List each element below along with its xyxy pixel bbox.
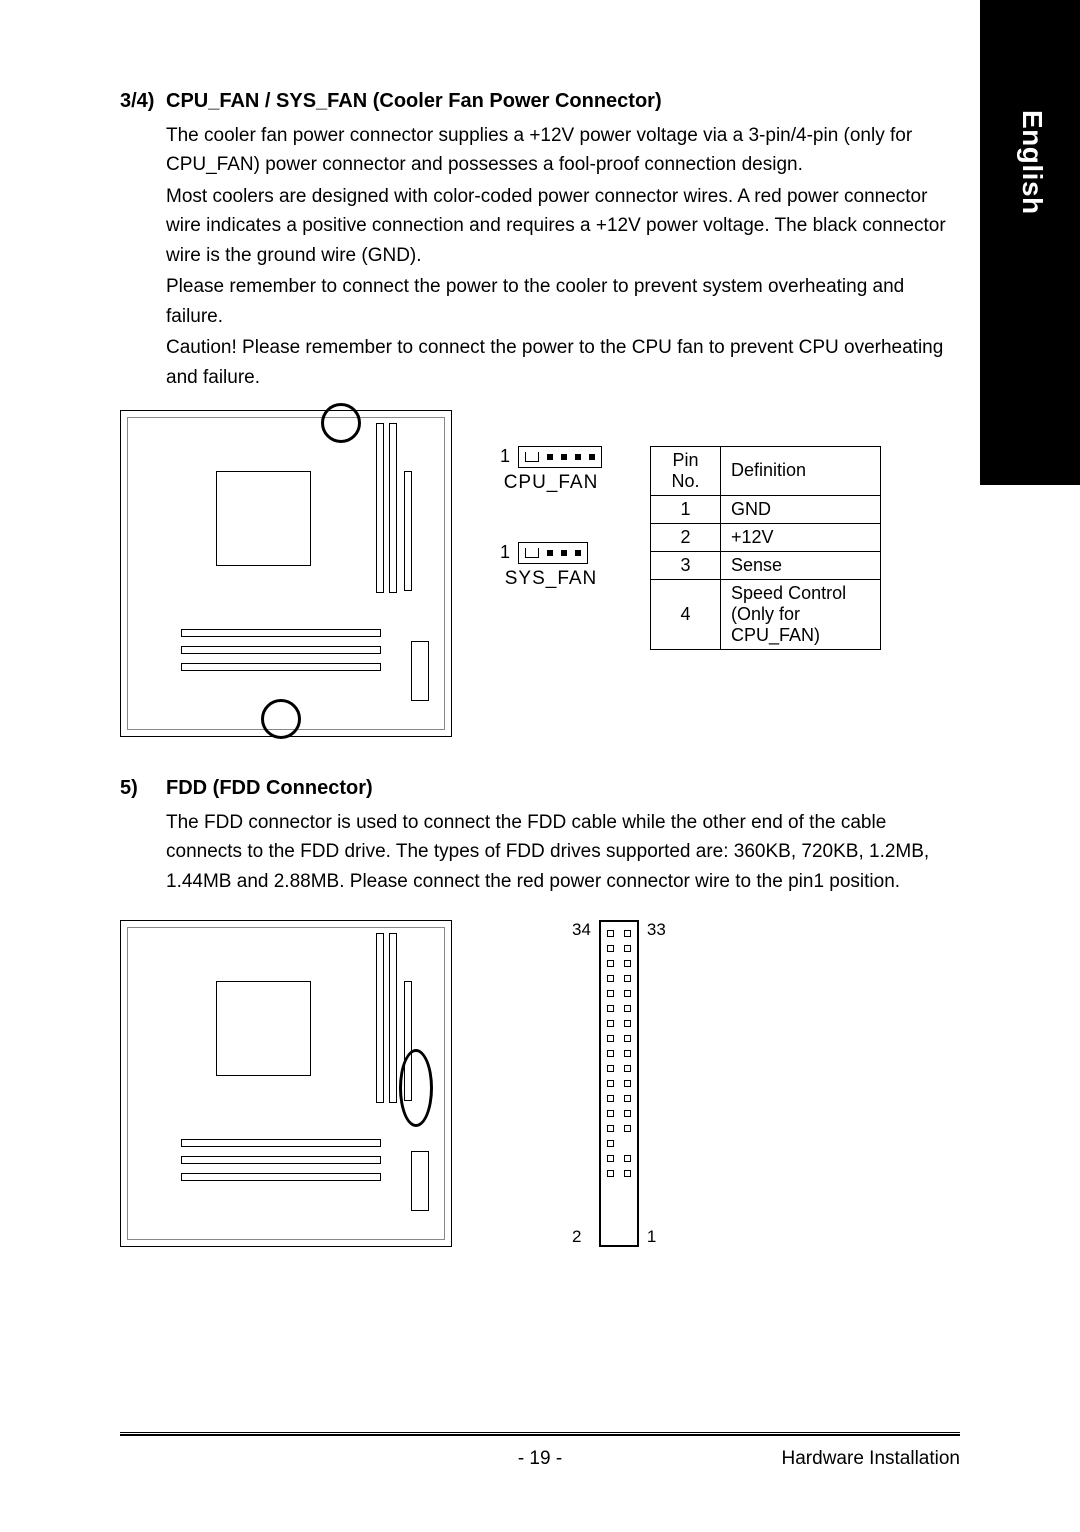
footer-rule — [120, 1432, 960, 1436]
table-row: 1 GND — [651, 495, 881, 523]
section-34-header: 3/4) CPU_FAN / SYS_FAN (Cooler Fan Power… — [120, 90, 960, 113]
section-34-figure-row: 1 CPU_FAN 1 SYS_FAN — [120, 410, 960, 737]
table-cell: Speed Control (Only for CPU_FAN) — [721, 579, 881, 649]
table-row: 2 +12V — [651, 523, 881, 551]
section-title: CPU_FAN / SYS_FAN (Cooler Fan Power Conn… — [166, 90, 662, 113]
pin-definition-table-wrap: Pin No. Definition 1 GND 2 +12V 3 Sense … — [650, 446, 881, 737]
page-content: 3/4) CPU_FAN / SYS_FAN (Cooler Fan Power… — [0, 0, 1080, 1532]
cpu-fan-location-circle — [321, 403, 361, 443]
cpu-fan-connector: 1 CPU_FAN — [500, 446, 602, 494]
table-cell: 1 — [651, 495, 721, 523]
table-row: 3 Sense — [651, 551, 881, 579]
table-row: Pin No. Definition — [651, 446, 881, 495]
section-number: 5) — [120, 777, 166, 800]
fdd-pin-label: 33 — [647, 920, 666, 940]
table-cell: Sense — [721, 551, 881, 579]
fdd-location-circle — [399, 1049, 433, 1127]
table-cell: 2 — [651, 523, 721, 551]
motherboard-diagram — [120, 410, 452, 737]
table-cell: +12V — [721, 523, 881, 551]
fan-connector-diagrams: 1 CPU_FAN 1 SYS_FAN — [500, 446, 602, 737]
pin1-label: 1 — [500, 446, 510, 467]
section-34-body: The cooler fan power connector supplies … — [166, 121, 960, 392]
paragraph: The FDD connector is used to connect the… — [166, 808, 960, 896]
section-5-figure-row: 34 2 33 1 — [120, 920, 960, 1247]
section-5-body: The FDD connector is used to connect the… — [166, 808, 960, 896]
fdd-pin-label: 2 — [572, 1227, 591, 1247]
paragraph: The cooler fan power connector supplies … — [166, 121, 960, 180]
sys-fan-connector: 1 SYS_FAN — [500, 542, 602, 590]
table-header: Pin No. — [651, 446, 721, 495]
sys-fan-location-circle — [261, 699, 301, 739]
page-number: - 19 - — [120, 1448, 960, 1470]
fdd-connector-body — [599, 920, 639, 1247]
paragraph: Caution! Please remember to connect the … — [166, 333, 960, 392]
page-footer: - 19 - Hardware Installation — [120, 1448, 960, 1470]
paragraph: Most coolers are designed with color-cod… — [166, 182, 960, 270]
section-title: FDD (FDD Connector) — [166, 777, 373, 800]
connector-label: SYS_FAN — [500, 568, 602, 590]
table-cell: 4 — [651, 579, 721, 649]
fdd-pin-label: 1 — [647, 1227, 666, 1247]
connector-label: CPU_FAN — [500, 472, 602, 494]
table-note: (Only for CPU_FAN) — [731, 604, 820, 645]
fdd-pin-label: 34 — [572, 920, 591, 940]
paragraph: Please remember to connect the power to … — [166, 272, 960, 331]
table-row: 4 Speed Control (Only for CPU_FAN) — [651, 579, 881, 649]
pin1-label: 1 — [500, 542, 510, 563]
table-cell: 3 — [651, 551, 721, 579]
motherboard-diagram — [120, 920, 452, 1247]
section-number: 3/4) — [120, 90, 166, 113]
section-5-header: 5) FDD (FDD Connector) — [120, 777, 960, 800]
table-cell: GND — [721, 495, 881, 523]
fdd-connector-diagram: 34 2 33 1 — [572, 920, 666, 1247]
table-header: Definition — [721, 446, 881, 495]
pin-definition-table: Pin No. Definition 1 GND 2 +12V 3 Sense … — [650, 446, 881, 650]
